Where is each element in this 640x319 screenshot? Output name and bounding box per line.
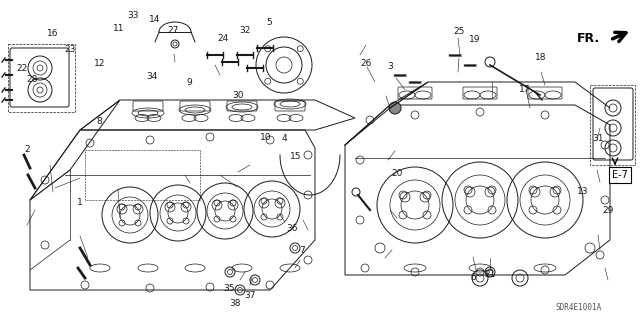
Text: 12: 12: [93, 59, 105, 68]
Text: 15: 15: [290, 152, 301, 161]
Text: 16: 16: [47, 29, 58, 38]
Text: 34: 34: [146, 72, 157, 81]
Text: 38: 38: [230, 299, 241, 308]
Text: 11: 11: [113, 24, 124, 33]
Text: 5: 5: [266, 18, 271, 27]
Text: 8: 8: [97, 117, 102, 126]
Text: 1: 1: [77, 198, 83, 207]
Text: 35: 35: [223, 284, 235, 293]
Text: 4: 4: [282, 134, 287, 143]
Text: 23: 23: [65, 45, 76, 54]
Text: 7: 7: [300, 246, 305, 255]
Text: 33: 33: [127, 11, 139, 20]
Text: 21: 21: [484, 270, 496, 279]
Text: FR.: FR.: [577, 32, 600, 44]
Text: 30: 30: [232, 91, 244, 100]
Text: 31: 31: [593, 134, 604, 143]
Text: 28: 28: [26, 75, 38, 84]
Text: 27: 27: [167, 26, 179, 35]
Text: E-7: E-7: [612, 170, 628, 180]
Text: 36: 36: [287, 224, 298, 233]
Text: 25: 25: [454, 27, 465, 36]
Text: 19: 19: [469, 35, 481, 44]
Text: 32: 32: [239, 26, 250, 35]
Text: 24: 24: [217, 34, 228, 43]
Text: 13: 13: [577, 187, 588, 196]
Text: 37: 37: [244, 291, 255, 300]
Text: 3: 3: [388, 63, 393, 71]
Text: 26: 26: [360, 59, 372, 68]
Text: 2: 2: [24, 145, 29, 154]
Text: 20: 20: [391, 169, 403, 178]
Text: 18: 18: [535, 53, 547, 62]
Text: 29: 29: [602, 206, 614, 215]
Text: 9: 9: [186, 78, 191, 87]
Text: SDR4E1001A: SDR4E1001A: [555, 303, 601, 313]
Text: 22: 22: [17, 64, 28, 73]
Text: 17: 17: [519, 85, 531, 94]
Text: 6: 6: [471, 273, 476, 282]
Text: 10: 10: [260, 133, 271, 142]
Circle shape: [389, 102, 401, 114]
Text: 14: 14: [149, 15, 161, 24]
